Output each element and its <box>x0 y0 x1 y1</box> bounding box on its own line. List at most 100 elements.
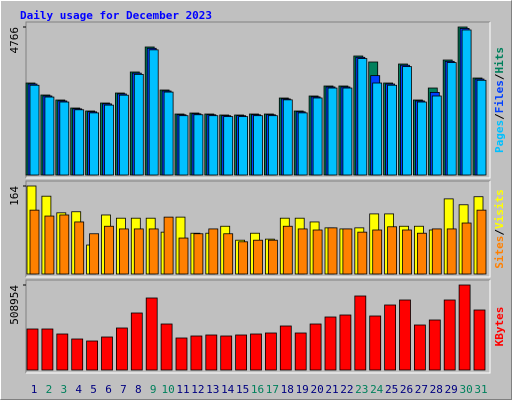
bar <box>327 227 338 275</box>
bar <box>446 228 457 275</box>
bar <box>354 295 367 371</box>
bar <box>74 109 85 176</box>
bar <box>86 340 98 371</box>
bar <box>160 323 173 371</box>
chart-title: Daily usage for December 2023 <box>20 9 212 22</box>
bar <box>387 84 398 176</box>
bar <box>294 332 307 371</box>
bar <box>282 99 293 176</box>
bar <box>399 299 411 371</box>
bar <box>339 314 352 371</box>
bar <box>264 332 277 371</box>
bar <box>148 49 159 176</box>
x-tick-label: 1 <box>31 383 38 396</box>
x-tick-label: 17 <box>266 383 279 396</box>
bar <box>342 87 353 176</box>
bar <box>133 73 144 176</box>
bar <box>267 239 278 275</box>
bar <box>148 228 159 275</box>
bar <box>267 115 278 176</box>
bar <box>476 79 487 176</box>
bar <box>26 328 39 371</box>
bar <box>208 228 219 275</box>
bar <box>253 115 263 176</box>
x-tick-label: 27 <box>415 383 428 396</box>
bar <box>324 316 337 371</box>
bar <box>384 304 397 371</box>
x-tick-label: 25 <box>385 383 398 396</box>
x-tick-label: 18 <box>281 383 294 396</box>
x-tick-label: 24 <box>370 383 384 396</box>
bar <box>104 104 114 176</box>
legend-entry: KBytes <box>493 307 506 347</box>
x-tick-label: 21 <box>325 383 338 396</box>
bar <box>44 96 55 176</box>
bar <box>116 327 128 371</box>
bar <box>208 115 219 176</box>
bar <box>297 112 308 176</box>
bar <box>220 335 233 371</box>
x-tick-label: 29 <box>445 383 458 396</box>
bar <box>223 233 234 275</box>
bar <box>327 87 338 176</box>
panel-bevel-dark <box>25 180 490 277</box>
x-tick-label: 6 <box>105 383 112 396</box>
bar <box>253 239 263 275</box>
legend: KBytes <box>493 307 506 347</box>
x-tick-label: 8 <box>135 383 142 396</box>
bar <box>446 62 457 176</box>
legend-separator: / <box>493 113 506 120</box>
bar <box>205 334 218 371</box>
bar <box>101 336 113 371</box>
bar <box>163 216 174 275</box>
x-tick-label: 5 <box>90 383 97 396</box>
bar <box>416 101 427 176</box>
bar <box>89 233 99 275</box>
bar <box>74 221 85 275</box>
bar <box>428 319 441 371</box>
bar <box>59 214 70 275</box>
bar <box>282 225 293 275</box>
x-tick-label: 19 <box>296 383 309 396</box>
bar <box>178 115 189 176</box>
bar <box>238 116 249 176</box>
x-tick-label: 16 <box>251 383 264 396</box>
y-tick-label: 508954 <box>8 285 21 325</box>
bar <box>145 297 158 371</box>
bar <box>279 325 292 371</box>
bar <box>29 84 40 176</box>
bar <box>44 215 55 275</box>
x-tick-label: 9 <box>150 383 157 396</box>
bar <box>473 309 486 371</box>
bar <box>104 225 114 275</box>
bar <box>357 231 368 275</box>
x-tick-label: 2 <box>46 383 53 396</box>
legend-separator: / <box>493 73 506 80</box>
x-tick-label: 10 <box>161 383 174 396</box>
bar <box>431 228 442 275</box>
bar <box>56 333 69 371</box>
legend-entry: Files <box>493 80 506 113</box>
bar <box>309 323 322 371</box>
bar <box>342 228 353 275</box>
bar <box>71 338 84 371</box>
legend-separator: / <box>493 229 506 236</box>
legend-entry: Hits <box>493 47 506 74</box>
bar <box>235 334 248 371</box>
x-tick-label: 11 <box>176 383 189 396</box>
x-tick-label: 28 <box>430 383 443 396</box>
x-tick-label: 23 <box>355 383 368 396</box>
bar <box>402 229 412 275</box>
x-tick-label: 13 <box>206 383 219 396</box>
bar <box>312 97 323 176</box>
bar <box>133 228 144 275</box>
bar <box>59 101 70 176</box>
x-tick-label: 26 <box>400 383 413 396</box>
bar <box>163 91 174 176</box>
panel-bevel-light <box>26 181 491 278</box>
panel-bevel-light <box>26 22 491 179</box>
bar <box>175 337 188 371</box>
legend-entry: Pages <box>493 120 506 153</box>
